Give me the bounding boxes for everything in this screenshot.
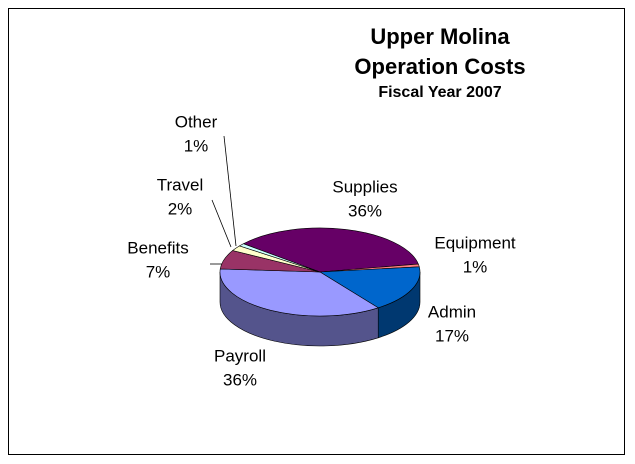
slice-label: Other (175, 112, 218, 131)
leader-line (223, 135, 237, 247)
slice-label: Admin (428, 302, 476, 321)
slice (238, 243, 321, 273)
slice-value-label: 17% (435, 326, 469, 345)
slice-label: Benefits (127, 238, 188, 257)
slice (319, 266, 421, 309)
leader-line (211, 199, 232, 248)
slice-label: Travel (157, 175, 204, 194)
slice-value-label: 7% (146, 262, 171, 281)
slice-value-label: 2% (168, 199, 193, 218)
slice-label: Equipment (434, 233, 516, 252)
chart-frame (8, 8, 625, 455)
slice-value-label: 36% (223, 370, 257, 389)
slice-label: Supplies (332, 177, 397, 196)
slice-value-label: 1% (184, 136, 209, 155)
slice-value-label: 36% (348, 201, 382, 220)
chart-title: Upper Molina Operation Costs (354, 24, 526, 79)
slice (242, 227, 419, 273)
chart-subtitle: Fiscal Year 2007 (378, 84, 502, 101)
slice-value-label: 1% (463, 257, 488, 276)
slice (219, 268, 379, 317)
slice-label: Payroll (214, 346, 266, 365)
